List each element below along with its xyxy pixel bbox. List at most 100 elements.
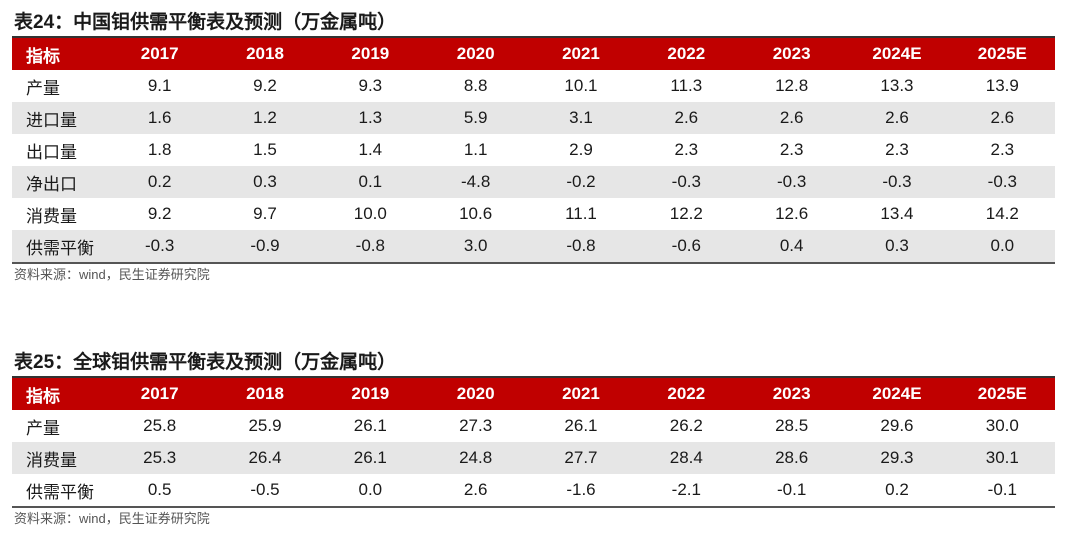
table-cell: 0.4	[738, 230, 845, 264]
table-cell: 9.2	[147, 204, 172, 223]
header-cell-year: 2017	[107, 38, 213, 70]
table-cell: 3.1	[528, 102, 634, 134]
table-cell: 1.2	[212, 102, 318, 134]
table-cell: -0.3	[949, 166, 1055, 198]
table-cell: 2.6	[844, 102, 950, 134]
table-cell: 13.4	[880, 204, 914, 223]
row-label: 供需平衡	[12, 230, 107, 264]
table-cell: -0.2	[528, 166, 634, 198]
table-cell: 25.8	[143, 416, 177, 435]
table-cell: 25.3	[107, 442, 213, 474]
table-cell: 9.2	[253, 76, 277, 95]
table-cell: 2.3	[779, 140, 804, 159]
table-row: 消费量 9.2 9.7 10.0 10.6 11.1 12.2 12.6 13.4 14.2	[12, 198, 1055, 230]
header-cell-year: 2024E	[844, 38, 950, 70]
table-cell: 1.8	[147, 140, 172, 159]
table-cell: 28.5	[775, 416, 809, 435]
header-row: 指标 2017 2018 2019 2020 2021 2022 2023 2024E 2025E	[12, 38, 1055, 70]
table-cell: 24.8	[422, 442, 529, 474]
table-cell: 10.1	[564, 76, 598, 95]
header-cell-indicator: 指标	[12, 378, 107, 410]
table-cell: 2.9	[569, 140, 593, 159]
table-cell: 5.9	[422, 102, 529, 134]
table-title: 表24：中国钼供需平衡表及预测（万金属吨）	[12, 10, 1055, 38]
table-row: 供需平衡 -0.3 -0.9 -0.8 3.0 -0.8 -0.6 0.4 0.3 0.0	[12, 230, 1055, 264]
table-cell: 11.3	[670, 76, 703, 95]
header-cell-year: 2020	[422, 378, 529, 410]
table-cell: 1.6	[107, 102, 213, 134]
table-row: 产量 25.8 25.9 26.1 27.3 26.1 26.2 28.5 29.6 30.0	[12, 410, 1055, 442]
table-cell: 30.1	[949, 442, 1055, 474]
table-row: 进口量 1.6 1.2 1.3 5.9 3.1 2.6 2.6 2.6 2.6	[12, 102, 1055, 134]
table-cell: 2.6	[949, 102, 1055, 134]
header-cell-year: 2018	[212, 378, 318, 410]
header-cell-year: 2018	[212, 38, 318, 70]
table-cell: 0.0	[317, 474, 423, 508]
table-cell: 11.1	[565, 204, 597, 223]
header-cell-year: 2020	[422, 38, 529, 70]
table-cell: 10.6	[459, 204, 493, 223]
table-cell: 9.3	[358, 76, 383, 95]
table-cell: 29.6	[880, 416, 914, 435]
table-block-global: 表25：全球钼供需平衡表及预测（万金属吨） 指标 2017 2018 2019 2020…	[12, 350, 1055, 530]
source-note: 资料来源：wind，民生证券研究院	[14, 267, 210, 282]
table-title: 表25：全球钼供需平衡表及预测（万金属吨）	[12, 350, 1055, 378]
table-cell: 27.7	[528, 442, 634, 474]
table-cell: 13.3	[880, 76, 914, 95]
table-cell: 0.3	[844, 230, 950, 264]
header-cell-year: 2025E	[949, 378, 1055, 410]
table-cell: -0.3	[738, 166, 845, 198]
table-row: 消费量 25.3 26.4 26.1 24.8 27.7 28.4 28.6 29.3 30.1	[12, 442, 1055, 474]
table-cell: -1.6	[528, 474, 634, 508]
table-cell: 12.6	[775, 204, 809, 223]
table-cell: 12.8	[775, 76, 809, 95]
table-cell: -0.8	[317, 230, 423, 264]
table-cell: 0.2	[107, 166, 213, 198]
table-cell: 29.3	[844, 442, 950, 474]
table-cell: -0.3	[107, 230, 213, 264]
header-cell-year: 2017	[107, 378, 213, 410]
table-cell: 26.2	[669, 416, 703, 435]
table-cell: -0.6	[633, 230, 739, 264]
table-cell: 10.0	[353, 204, 387, 223]
header-cell-year: 2025E	[949, 38, 1055, 70]
table-cell: 2.6	[633, 102, 739, 134]
table-cell: 12.2	[669, 204, 703, 223]
table-cell: 0.5	[107, 474, 213, 508]
table-cell: -4.8	[422, 166, 529, 198]
row-label: 出口量	[26, 142, 77, 162]
table-cell: 28.6	[738, 442, 845, 474]
table-cell: -0.1	[738, 474, 845, 508]
table-cell: 0.3	[212, 166, 318, 198]
table-cell: 2.6	[738, 102, 845, 134]
table-cell: 2.3	[990, 140, 1015, 159]
table-cell: 14.2	[985, 204, 1019, 223]
table-cell: -0.3	[633, 166, 739, 198]
table-block-china: 表24：中国钼供需平衡表及预测（万金属吨） 指标 2017 2018 2019 2020…	[12, 10, 1055, 286]
table-row: 供需平衡 0.5 -0.5 0.0 2.6 -1.6 -2.1 -0.1 0.2 -0.1	[12, 474, 1055, 508]
row-label: 产量	[26, 78, 60, 98]
supply-demand-table-china: 指标 2017 2018 2019 2020 2021 2022 2023 2024E 2025E…	[12, 38, 1055, 264]
table-cell: -0.5	[212, 474, 318, 508]
table-cell: 2.3	[885, 140, 909, 159]
row-label: 消费量	[26, 206, 77, 226]
header-cell-year: 2021	[528, 38, 634, 70]
header-cell-year: 2023	[738, 38, 845, 70]
table-cell: 28.4	[633, 442, 739, 474]
row-label: 供需平衡	[12, 474, 107, 508]
table-cell: 9.7	[253, 204, 277, 223]
header-cell-year: 2019	[317, 378, 423, 410]
header-cell-indicator: 指标	[12, 38, 107, 70]
table-cell: 26.4	[212, 442, 318, 474]
row-label: 进口量	[12, 102, 107, 134]
header-cell-year: 2023	[738, 378, 845, 410]
table-cell: 0.2	[844, 474, 950, 508]
table-cell: -2.1	[633, 474, 739, 508]
header-row: 指标 2017 2018 2019 2020 2021 2022 2023 2024E 2025E	[12, 378, 1055, 410]
table-cell: -0.1	[949, 474, 1055, 508]
row-label: 净出口	[12, 166, 107, 198]
table-cell: 1.3	[317, 102, 423, 134]
table-cell: 26.1	[353, 416, 387, 435]
table-cell: -0.8	[528, 230, 634, 264]
header-cell-year: 2024E	[844, 378, 950, 410]
